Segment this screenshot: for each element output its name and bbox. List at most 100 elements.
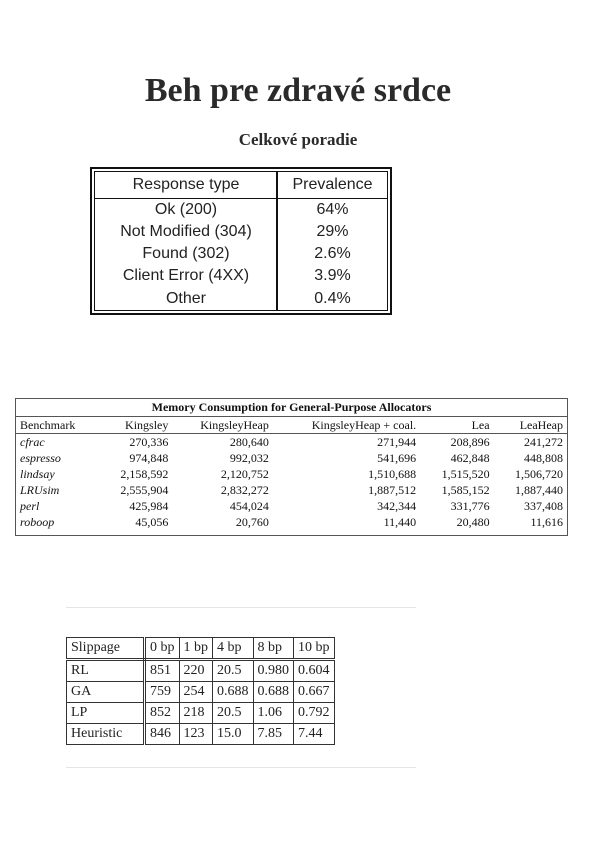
column-header: 4 bp bbox=[212, 637, 254, 661]
table-cell: 20.5 bbox=[212, 702, 254, 724]
table-cell: 0.4% bbox=[314, 289, 351, 307]
column-header: Response type bbox=[95, 172, 278, 199]
slippage-table: Slippage 0 bp 1 bp 4 bp 8 bp 10 bp RL 85… bbox=[66, 637, 335, 745]
table-cell: lindsay bbox=[20, 467, 55, 481]
table-title: Memory Consumption for General-Purpose A… bbox=[16, 399, 567, 417]
table-cell: 0.667 bbox=[293, 681, 335, 703]
table-cell: cfrac bbox=[20, 435, 45, 449]
table-cell: 218 bbox=[179, 702, 213, 724]
table-cell: 2.6% bbox=[314, 245, 351, 262]
table-cell: 0.980 bbox=[253, 659, 294, 682]
table-cell: 2,832,272 bbox=[220, 483, 269, 497]
table-cell: 270,336 bbox=[129, 435, 169, 449]
table-cell: 992,032 bbox=[229, 451, 269, 465]
table-cell: 20,480 bbox=[456, 515, 490, 529]
table-cell: 1,887,440 bbox=[515, 483, 563, 497]
table-cell: 425,984 bbox=[129, 499, 169, 513]
table-cell: 541,696 bbox=[377, 451, 417, 465]
table-row: RL 851 220 20.5 0.980 0.604 bbox=[66, 659, 335, 682]
table-row: Not Modified (304) 29% bbox=[95, 221, 387, 243]
table-cell: 11,440 bbox=[383, 515, 417, 529]
table-header-row: Benchmark Kingsley KingsleyHeap Kingsley… bbox=[16, 417, 567, 434]
column-header: KingsleyHeap + coal. bbox=[272, 417, 421, 434]
table-cell: Found (302) bbox=[95, 243, 278, 265]
table-cell: 20,760 bbox=[235, 515, 269, 529]
table-cell: 20.5 bbox=[212, 659, 254, 682]
column-header: 0 bp bbox=[144, 637, 180, 661]
table-cell: 851 bbox=[144, 659, 180, 682]
column-header: 10 bp bbox=[293, 637, 335, 661]
table-cell: Not Modified (304) bbox=[95, 221, 278, 243]
table-row: Found (302) 2.6% bbox=[95, 243, 387, 265]
table-cell: 123 bbox=[179, 723, 213, 745]
table-cell: 337,408 bbox=[524, 499, 563, 513]
column-header: Benchmark bbox=[16, 417, 99, 434]
divider bbox=[66, 607, 416, 608]
memory-consumption-grid: Benchmark Kingsley KingsleyHeap Kingsley… bbox=[16, 417, 567, 530]
table-row: Heuristic 846 123 15.0 7.85 7.44 bbox=[66, 723, 335, 745]
table-cell: 280,640 bbox=[229, 435, 269, 449]
table-cell: 15.0 bbox=[212, 723, 254, 745]
table-cell: 342,344 bbox=[377, 499, 417, 513]
table-cell: 759 bbox=[144, 681, 180, 703]
table-row: lindsay 2,158,592 2,120,752 1,510,688 1,… bbox=[16, 466, 567, 482]
table-cell: 208,896 bbox=[450, 435, 490, 449]
table-cell: RL bbox=[66, 659, 146, 682]
response-type-table: Response type Prevalence Ok (200) 64% No… bbox=[90, 167, 392, 315]
column-header: 1 bp bbox=[179, 637, 213, 661]
response-type-grid: Response type Prevalence Ok (200) 64% No… bbox=[95, 172, 387, 310]
memory-consumption-table: Memory Consumption for General-Purpose A… bbox=[15, 398, 568, 536]
table-cell: 3.9% bbox=[314, 267, 351, 284]
table-cell: 331,776 bbox=[450, 499, 490, 513]
table-cell: 454,024 bbox=[229, 499, 269, 513]
divider bbox=[66, 767, 416, 768]
table-row: GA 759 254 0.688 0.688 0.667 bbox=[66, 681, 335, 703]
table-cell: perl bbox=[20, 499, 40, 513]
table-cell: 2,555,904 bbox=[120, 483, 169, 497]
table-row: roboop 45,056 20,760 11,440 20,480 11,61… bbox=[16, 514, 567, 530]
table-cell: 0.792 bbox=[293, 702, 335, 724]
column-header: Slippage bbox=[66, 637, 146, 661]
table-cell: 0.688 bbox=[212, 681, 254, 703]
table-cell: LP bbox=[66, 702, 146, 724]
table-cell: 0.688 bbox=[253, 681, 294, 703]
table-cell: Other bbox=[95, 287, 278, 310]
table-cell: 2,158,592 bbox=[120, 467, 169, 481]
table-cell: 220 bbox=[179, 659, 213, 682]
table-cell: Ok (200) bbox=[95, 198, 278, 221]
table-row: Other 0.4% bbox=[95, 287, 387, 310]
page-subtitle: Celkové poradie bbox=[238, 130, 358, 149]
table-cell: 1,510,688 bbox=[368, 467, 417, 481]
column-header: Prevalence bbox=[277, 172, 387, 199]
page-title: Beh pre zdravé srdce bbox=[144, 72, 452, 109]
table-cell: 271,944 bbox=[377, 435, 417, 449]
table-cell: 7.44 bbox=[293, 723, 335, 745]
table-cell: Heuristic bbox=[66, 723, 146, 745]
table-cell: 254 bbox=[179, 681, 213, 703]
table-cell: 852 bbox=[144, 702, 180, 724]
table-cell: 241,272 bbox=[524, 435, 563, 449]
column-header: Kingsley bbox=[98, 417, 173, 434]
table-cell: 1,506,720 bbox=[515, 467, 563, 481]
table-row: LRUsim 2,555,904 2,832,272 1,887,512 1,5… bbox=[16, 482, 567, 498]
column-header: KingsleyHeap bbox=[172, 417, 273, 434]
slippage-table-area: Slippage 0 bp 1 bp 4 bp 8 bp 10 bp RL 85… bbox=[66, 605, 416, 770]
table-row: Client Error (4XX) 3.9% bbox=[95, 265, 387, 287]
table-header-row: Slippage 0 bp 1 bp 4 bp 8 bp 10 bp bbox=[66, 637, 335, 661]
table-row: Ok (200) 64% bbox=[95, 198, 387, 221]
table-cell: 462,848 bbox=[450, 451, 490, 465]
table-cell: 1.06 bbox=[253, 702, 294, 724]
table-header-row: Response type Prevalence bbox=[95, 172, 387, 199]
table-cell: 2,120,752 bbox=[220, 467, 269, 481]
table-cell: 64% bbox=[316, 201, 349, 218]
table-cell: roboop bbox=[20, 515, 55, 529]
table-cell: 11,616 bbox=[530, 515, 563, 529]
column-header: 8 bp bbox=[253, 637, 294, 661]
table-cell: LRUsim bbox=[20, 483, 60, 497]
table-cell: espresso bbox=[20, 451, 61, 465]
table-cell: 7.85 bbox=[253, 723, 294, 745]
table-row: espresso 974,848 992,032 541,696 462,848… bbox=[16, 450, 567, 466]
table-row: cfrac 270,336 280,640 271,944 208,896 24… bbox=[16, 434, 567, 451]
table-cell: 1,585,152 bbox=[441, 483, 490, 497]
table-cell: 974,848 bbox=[129, 451, 169, 465]
